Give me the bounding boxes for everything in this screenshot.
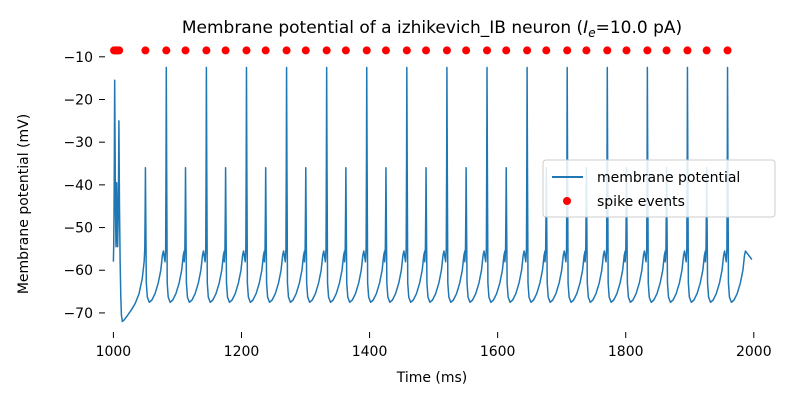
spike-event-marker	[402, 46, 411, 55]
legend-marker-swatch	[563, 197, 571, 205]
spike-event-marker	[622, 46, 631, 55]
x-axis: 1000 1200 1400 1600 1800 2000	[96, 332, 772, 360]
plot-area	[112, 66, 753, 323]
legend: membrane potential spike events	[542, 159, 776, 218]
y-tick-label: −20	[63, 92, 93, 108]
spike-event-marker	[662, 46, 671, 55]
spike-event-marker	[181, 46, 190, 55]
y-tick-label: −50	[63, 221, 93, 237]
spike-event-marker	[523, 46, 532, 55]
y-axis-label: Membrane potential (mV)	[16, 114, 32, 294]
spike-event-marker	[115, 46, 124, 55]
spike-event-marker	[442, 46, 451, 55]
x-tick-label: 1600	[480, 344, 516, 360]
y-tick-label: −70	[63, 306, 93, 322]
spike-event-marker	[582, 46, 591, 55]
x-axis-label: Time (ms)	[396, 370, 468, 386]
membrane-potential-line	[112, 66, 753, 323]
spike-event-markers	[110, 46, 732, 55]
spike-event-marker	[141, 46, 150, 55]
spike-event-marker	[542, 46, 551, 55]
spike-event-marker	[723, 46, 732, 55]
legend-box	[542, 159, 776, 218]
spike-event-marker	[162, 46, 171, 55]
spike-event-marker	[202, 46, 211, 55]
x-tick-label: 1800	[608, 344, 644, 360]
spike-event-marker	[301, 46, 310, 55]
chart-title-prefix: Membrane potential of a izhikevich_IB ne…	[182, 18, 583, 38]
spike-event-marker	[242, 46, 251, 55]
x-tick-label: 2000	[736, 344, 772, 360]
spike-event-marker	[381, 46, 390, 55]
spike-event-marker	[282, 46, 291, 55]
spike-event-marker	[603, 46, 612, 55]
x-tick-label: 1200	[224, 344, 260, 360]
spike-event-marker	[422, 46, 431, 55]
y-tick-label: −30	[63, 135, 93, 151]
chart-title: Membrane potential of a izhikevich_IB ne…	[182, 18, 682, 40]
spike-event-marker	[341, 46, 350, 55]
spike-event-marker	[221, 46, 230, 55]
x-tick-label: 1000	[96, 344, 132, 360]
chart-title-suffix: =10.0 pA)	[596, 18, 683, 38]
x-tick-label: 1400	[352, 344, 388, 360]
y-tick-label: −40	[63, 178, 93, 194]
legend-label-membrane-potential: membrane potential	[597, 170, 740, 186]
spike-event-marker	[462, 46, 471, 55]
y-tick-label: −10	[63, 50, 93, 66]
spike-event-marker	[683, 46, 692, 55]
spike-event-marker	[502, 46, 511, 55]
spike-event-marker	[702, 46, 711, 55]
spike-event-marker	[483, 46, 492, 55]
spike-event-marker	[322, 46, 331, 55]
y-axis: −70 −60 −50 −40 −30 −20 −10	[63, 50, 105, 322]
spike-event-marker	[362, 46, 371, 55]
spike-event-marker	[643, 46, 652, 55]
spike-event-marker	[261, 46, 270, 55]
y-tick-label: −60	[63, 263, 93, 279]
legend-label-spike-events: spike events	[597, 194, 685, 210]
chart-title-sub: e	[588, 26, 595, 40]
chart-title-var: I	[583, 18, 588, 38]
spike-event-marker	[563, 46, 572, 55]
